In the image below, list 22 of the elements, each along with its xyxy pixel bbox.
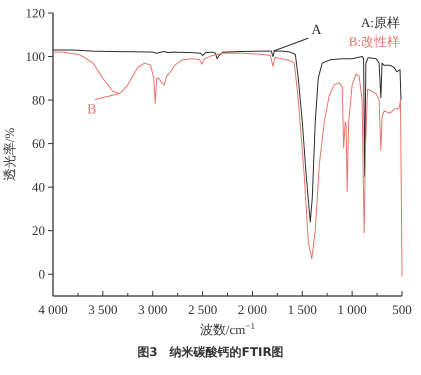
annotation: B [87,102,96,118]
ytick: 20 [32,223,45,238]
xtick: 1 500 [288,302,317,317]
xtick: 3 000 [138,302,168,317]
ylabel: 透光率/% [2,128,17,182]
legend: A:原样 [361,15,400,30]
legend: B:改性样 [348,34,400,49]
xtick: 3 500 [88,302,118,317]
ytick: 120 [26,6,45,20]
ytick: 40 [32,180,45,195]
xtick: 500 [392,302,412,317]
xtick: 2 000 [238,302,268,317]
xlabel: 波数/cm$^{−1}$ [200,321,256,337]
ytick: 60 [32,136,45,152]
xtick: 4 000 [38,302,68,317]
annotation: A [311,23,322,38]
xtick: 1 000 [338,302,367,317]
ytick: 0 [38,266,45,282]
xtick: 2 500 [188,302,218,317]
ytick: 80 [32,92,45,108]
ytick: 100 [26,49,45,64]
title: 图3 纳米碳酸钙的FTIR图 [137,345,284,359]
